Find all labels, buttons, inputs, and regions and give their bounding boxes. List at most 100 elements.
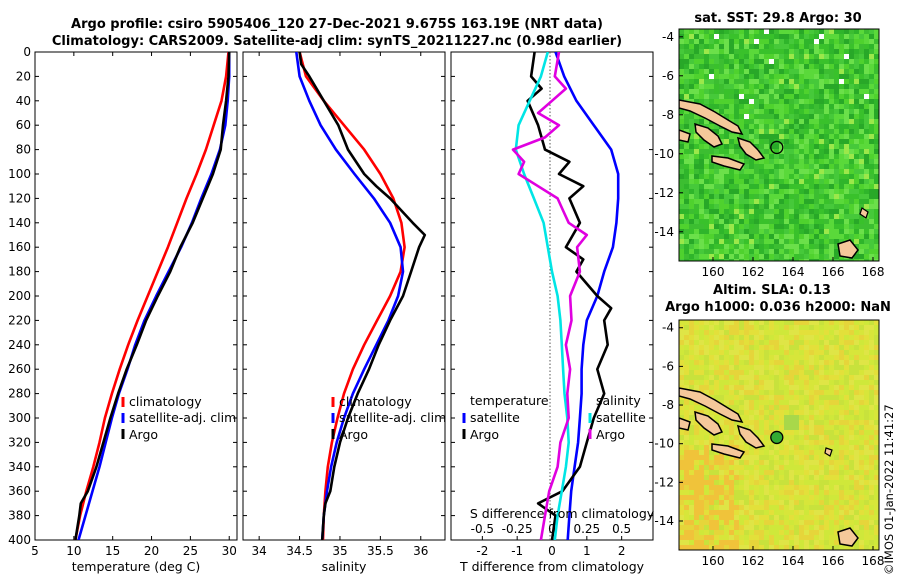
map-cell [764, 194, 770, 200]
map-cell [869, 34, 875, 40]
map-cell [774, 89, 780, 95]
sst-map-panel: sat. SST: 29.8 Argo: 30 160 162 164 166 168-… [654, 11, 884, 279]
map-cell [869, 370, 875, 376]
map-cell [749, 249, 755, 255]
map-cell [684, 360, 690, 366]
map-cell [734, 505, 740, 511]
map-cell [829, 485, 835, 491]
map-cell [854, 219, 860, 225]
map-cell [859, 395, 865, 401]
map-cell [734, 430, 740, 436]
map-cell [859, 460, 865, 466]
map-cell [779, 109, 785, 115]
map-cell [829, 405, 835, 411]
map-cell [709, 259, 715, 261]
map-cell [759, 540, 765, 546]
map-cell [729, 104, 735, 110]
map-cell [784, 29, 790, 35]
map-cell [869, 94, 875, 100]
map-cell [774, 365, 780, 371]
map-cell [844, 380, 850, 386]
map-cell [719, 79, 725, 85]
map-cell [679, 144, 685, 150]
map-cell [694, 54, 700, 60]
map-cell [859, 375, 865, 381]
map-cell [689, 249, 695, 255]
map-cell [814, 44, 820, 50]
map-cell [694, 470, 700, 476]
map-cell [694, 49, 700, 55]
map-cell [834, 415, 840, 421]
map-cell [779, 119, 785, 125]
map-cell [684, 345, 690, 351]
map-cell [784, 144, 790, 150]
map-cell [684, 515, 690, 521]
map-cell [724, 330, 730, 336]
map-cell [814, 99, 820, 105]
island-choiseul [679, 99, 744, 136]
map-cell [774, 94, 780, 100]
map-cell [829, 44, 835, 50]
map-cell [794, 39, 800, 45]
map-cell [834, 219, 840, 225]
map-cell [809, 104, 815, 110]
map-cell [744, 209, 750, 215]
map-cell [779, 59, 785, 65]
map-cell [854, 520, 860, 526]
map-cell [859, 440, 865, 446]
map-cell [874, 485, 879, 491]
map-cell [784, 214, 790, 220]
map-cell [689, 199, 695, 205]
map-cell [789, 144, 795, 150]
map-cell [864, 360, 870, 366]
map-cell [849, 500, 855, 506]
map-cell [679, 149, 685, 155]
map-cell [784, 385, 790, 391]
map-cell [679, 320, 685, 326]
map-cell [749, 510, 755, 516]
map-cell [829, 545, 835, 550]
map-cell [709, 104, 715, 110]
map-cell [694, 174, 700, 180]
difference-legend: temperature satellite Argo salinity sate… [462, 393, 646, 442]
map-cell [749, 400, 755, 406]
series-line-argo [298, 52, 427, 540]
legend-label-t-argo: Argo [470, 427, 499, 442]
map-cell [804, 29, 810, 35]
map-cell [874, 79, 879, 85]
map-cell [829, 64, 835, 70]
map-cell [679, 435, 685, 441]
map-cell [709, 495, 715, 501]
map-cell [779, 425, 785, 431]
map-cell [844, 214, 850, 220]
map-cell [839, 199, 845, 205]
map-cell [859, 495, 865, 501]
map-cell [699, 430, 705, 436]
map-cell [679, 119, 685, 125]
map-cell [759, 415, 765, 421]
map-cell [789, 515, 795, 521]
map-cell [704, 84, 710, 90]
map-cell [859, 475, 865, 481]
map-cell [804, 74, 810, 80]
map-cell [694, 515, 700, 521]
map-cell [699, 450, 705, 456]
map-cell [814, 94, 820, 100]
map-cell [864, 234, 870, 240]
map-cell [864, 420, 870, 426]
map-cell [844, 365, 850, 371]
map-cell [839, 345, 845, 351]
map-cell [804, 440, 810, 446]
map-cell [784, 460, 790, 466]
map-cell [699, 139, 705, 145]
map-cell [874, 410, 879, 416]
map-cell [869, 340, 875, 346]
map-cell [759, 244, 765, 250]
map-cell [869, 350, 875, 356]
map-cell [689, 530, 695, 536]
map-cell [744, 420, 750, 426]
map-cell [714, 465, 720, 471]
map-cell [849, 104, 855, 110]
map-cell [714, 189, 720, 195]
map-cell [769, 154, 775, 160]
